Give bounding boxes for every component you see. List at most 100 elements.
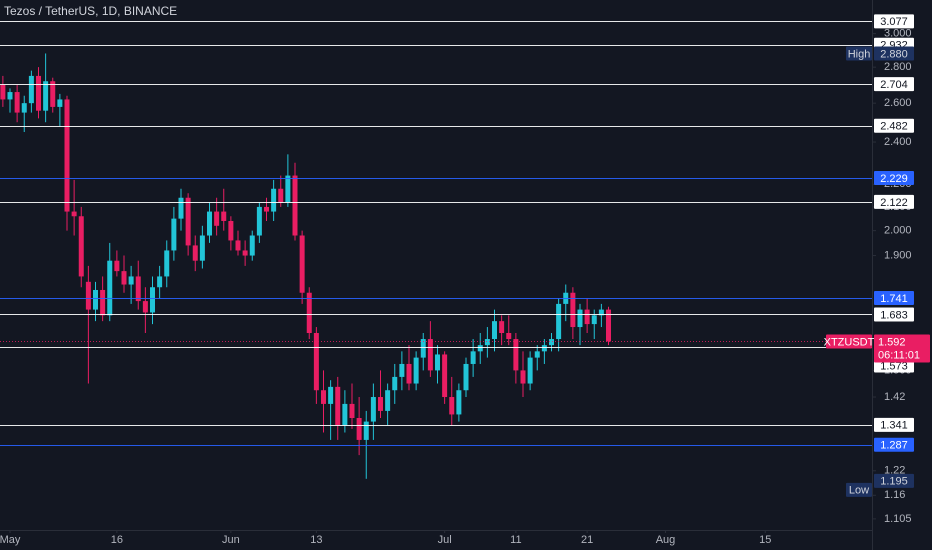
candle-body — [64, 99, 70, 212]
candle-body — [328, 386, 334, 404]
symbol-label: XTZUSDT — [824, 336, 875, 348]
level-label: 3.077 — [880, 16, 908, 28]
x-tick-label: Jul — [438, 534, 452, 546]
candle-body — [285, 175, 291, 203]
candle-body — [492, 321, 497, 340]
candle-body — [406, 363, 412, 384]
level-label-box — [874, 170, 914, 185]
x-tick-label: 13 — [310, 534, 322, 546]
candle-body — [93, 289, 98, 310]
candle-body — [556, 303, 562, 340]
candle-body — [128, 276, 134, 285]
candle-body — [499, 321, 505, 334]
candle-body — [235, 240, 241, 251]
candle-body — [28, 75, 34, 104]
candle-body — [549, 339, 554, 346]
candle-body — [207, 211, 212, 236]
candle-body — [135, 276, 141, 302]
candle-body — [584, 309, 590, 325]
low-label: Low — [849, 485, 869, 497]
level-label: 1.573 — [880, 360, 908, 372]
candle-body — [71, 211, 77, 217]
candle-body — [264, 206, 269, 212]
level-label: 1.341 — [880, 420, 908, 432]
candle-body — [178, 197, 184, 219]
candle-body — [321, 390, 326, 404]
low-value-box — [874, 473, 914, 488]
candle-body — [313, 333, 319, 391]
candle-body — [356, 417, 362, 440]
candle-body — [242, 250, 248, 256]
countdown: 06:11:01 — [878, 349, 920, 361]
candle-body — [249, 235, 255, 256]
candle-body — [306, 292, 312, 334]
x-tick-label: 21 — [581, 534, 593, 546]
candle-body — [484, 339, 490, 346]
candle-body — [520, 370, 526, 384]
y-tick-label: 3.000 — [884, 28, 912, 40]
candle-body — [477, 345, 483, 352]
candle-body — [78, 216, 84, 277]
candle-body — [142, 301, 148, 313]
y-tick-label: 1.900 — [884, 249, 912, 261]
candle-body — [221, 211, 227, 222]
y-tick-label: 1.42 — [884, 391, 905, 403]
candle-body — [335, 386, 341, 426]
candle-body — [214, 211, 220, 226]
x-tick-label: 11 — [510, 534, 521, 546]
candle-body — [449, 397, 455, 415]
last-price: 1.592 — [878, 336, 906, 348]
candle-body — [278, 188, 284, 203]
level-label: 1.683 — [880, 309, 908, 321]
candle-body — [0, 84, 6, 100]
candle-body — [192, 245, 198, 261]
candle-body — [50, 81, 56, 107]
candle-body — [577, 309, 583, 328]
candle-body — [185, 197, 191, 246]
high-label-box — [846, 46, 872, 61]
level-label: 2.704 — [880, 79, 908, 91]
low-label-box — [846, 482, 872, 497]
chart-title: Tezos / TetherUS, 1D, BINANCE — [4, 4, 177, 18]
candle-body — [606, 309, 611, 342]
last-price-box — [874, 334, 930, 363]
candle-body — [114, 260, 120, 272]
level-label: 2.229 — [880, 173, 908, 185]
candle-body — [199, 235, 205, 261]
candle-body — [100, 289, 106, 316]
candle-body — [292, 175, 298, 236]
level-label: 2.482 — [880, 121, 908, 133]
candle-body — [157, 276, 163, 288]
candle-body — [598, 309, 604, 316]
candle-body — [43, 81, 49, 111]
candle-body — [7, 92, 13, 100]
x-tick-label: Jun — [222, 534, 240, 546]
candle-body — [363, 421, 369, 440]
candle-body — [370, 397, 376, 422]
low-value: 1.195 — [880, 476, 908, 488]
candle-body — [121, 271, 127, 285]
level-label-box — [874, 417, 914, 432]
high-value-box — [874, 46, 914, 61]
candle-body — [299, 235, 305, 293]
y-tick-label: 1.16 — [884, 489, 905, 501]
x-tick-label: 16 — [111, 534, 123, 546]
symbol-label-box — [826, 334, 872, 349]
level-label-box — [874, 291, 914, 306]
candle-body — [591, 315, 597, 325]
candle-body — [85, 281, 91, 310]
y-tick-label: 1.22 — [884, 465, 905, 477]
candle-body — [442, 354, 448, 398]
level-label: 1.741 — [880, 293, 908, 305]
candle-body — [21, 103, 27, 113]
candle-body — [570, 292, 576, 328]
candle-body — [342, 403, 348, 426]
candle-body — [470, 351, 476, 364]
candle-body — [150, 287, 155, 313]
y-tick-label: 1.105 — [884, 513, 912, 525]
candle-body — [420, 339, 426, 358]
high-label: High — [848, 48, 871, 60]
level-label-box — [874, 194, 914, 209]
